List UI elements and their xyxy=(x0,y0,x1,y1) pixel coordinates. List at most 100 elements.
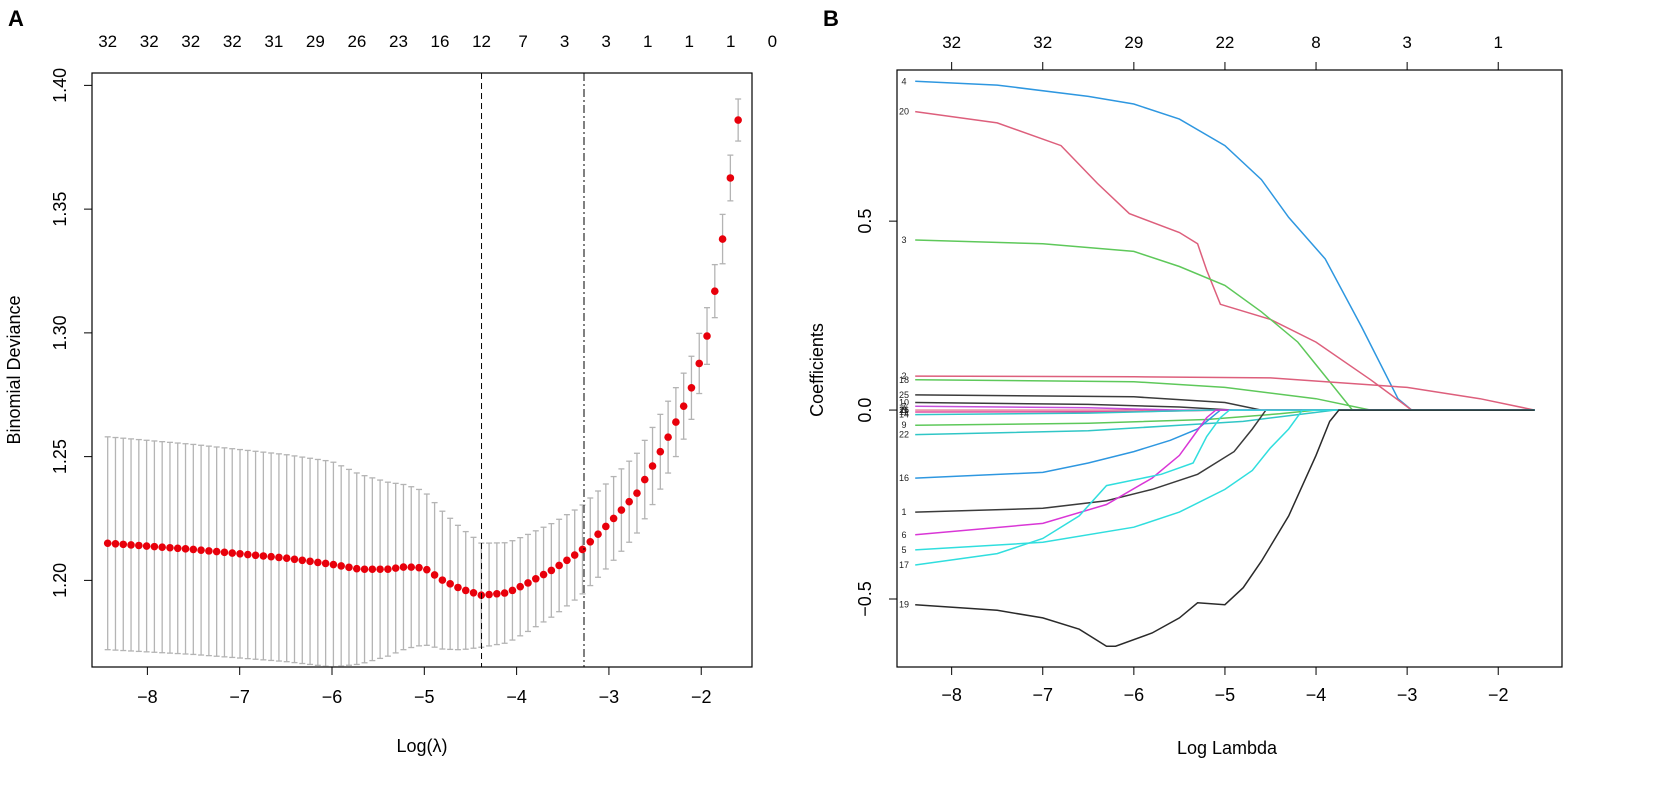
deviance-point xyxy=(150,542,159,551)
deviance-point xyxy=(267,552,275,561)
deviance-point xyxy=(602,522,610,531)
series-label: 22 xyxy=(899,430,909,440)
deviance-point xyxy=(531,574,540,583)
y-tick-label: 0.0 xyxy=(855,398,875,423)
y-tick-label: 1.25 xyxy=(50,439,70,474)
series-label: 6 xyxy=(901,530,906,540)
x-tick-label: −2 xyxy=(691,687,712,707)
series-line-10 xyxy=(915,401,1535,411)
top-axis-label: 12 xyxy=(472,32,491,51)
x-tick-label: −2 xyxy=(1488,685,1509,705)
deviance-point xyxy=(609,514,618,523)
panel-b-top-axis: 32 32 29 22 8 3 1 xyxy=(942,33,1503,70)
top-axis-label: 3 xyxy=(560,32,569,51)
deviance-point xyxy=(656,447,665,456)
deviance-point xyxy=(376,565,384,574)
deviance-point xyxy=(672,418,680,426)
deviance-point xyxy=(197,546,205,554)
x-tick-label: −4 xyxy=(1306,685,1327,705)
deviance-point xyxy=(687,383,696,392)
top-axis-label: 32 xyxy=(181,32,200,51)
deviance-point xyxy=(726,174,735,182)
top-axis-label: 3 xyxy=(1402,33,1411,52)
deviance-point xyxy=(555,561,563,570)
deviance-point xyxy=(220,548,229,557)
panel-a-letter: A xyxy=(8,6,24,31)
series-line-1 xyxy=(915,409,1535,513)
series-line-18 xyxy=(915,379,1535,411)
top-axis-label: 8 xyxy=(1311,33,1320,52)
x-tick-label: −3 xyxy=(599,687,620,707)
deviance-point xyxy=(243,550,252,559)
deviance-point xyxy=(718,235,727,243)
deviance-point xyxy=(368,565,377,574)
top-axis-label: 22 xyxy=(1215,33,1234,52)
deviance-point xyxy=(594,530,602,538)
y-tick-label: −0.5 xyxy=(855,581,875,617)
x-tick-label: −8 xyxy=(137,687,158,707)
series-label: 11 xyxy=(899,405,908,415)
series-label: 3 xyxy=(901,235,906,245)
deviance-point xyxy=(524,579,532,587)
y-tick-label: 1.30 xyxy=(50,315,70,350)
deviance-point xyxy=(711,287,719,295)
series-line-2 xyxy=(915,375,1535,411)
deviance-point xyxy=(173,544,182,553)
series-label: 5 xyxy=(901,545,906,555)
panel-a-vlines xyxy=(481,73,585,667)
series-line-17 xyxy=(915,409,1535,566)
deviance-point xyxy=(391,564,400,572)
top-axis-label: 26 xyxy=(347,32,366,51)
deviance-point xyxy=(679,402,688,410)
deviance-point xyxy=(399,563,408,571)
deviance-point xyxy=(648,462,657,470)
series-label: 18 xyxy=(899,375,909,385)
deviance-point xyxy=(586,537,595,546)
top-axis-label: 7 xyxy=(518,32,527,51)
deviance-point xyxy=(111,540,120,548)
top-axis-label: 29 xyxy=(306,32,325,51)
series-label: 14 xyxy=(899,410,909,420)
deviance-point xyxy=(493,589,501,598)
panel-a-deviance-plot: −8 −7 −6 −5 −4 −3 −2 1.201.251.301.351.40 32 32… xyxy=(4,32,777,756)
deviance-point xyxy=(352,564,361,573)
deviance-point xyxy=(446,580,454,588)
deviance-point xyxy=(500,589,509,597)
panel-a-top-axis: 32 32 32 32 31 29 26 23 16 12 7 3 3 1 1 1 0 xyxy=(98,32,777,51)
deviance-point xyxy=(664,433,672,441)
deviance-point xyxy=(189,545,198,554)
series-label: 20 xyxy=(899,107,909,117)
x-tick-label: −5 xyxy=(414,687,435,707)
series-line-19 xyxy=(915,409,1535,647)
deviance-point xyxy=(127,541,135,549)
y-tick-label: 1.35 xyxy=(50,192,70,227)
top-axis-label: 1 xyxy=(1493,33,1502,52)
deviance-point xyxy=(321,559,330,568)
series-line-4 xyxy=(915,80,1535,411)
deviance-point xyxy=(290,555,299,564)
x-tick-label: −6 xyxy=(1124,685,1145,705)
series-label: 1 xyxy=(901,507,906,517)
deviance-point xyxy=(461,586,470,595)
x-tick-label: −6 xyxy=(322,687,343,707)
deviance-point xyxy=(228,549,237,557)
x-tick-label: −7 xyxy=(1032,685,1053,705)
deviance-point xyxy=(166,543,174,552)
x-tick-label: −8 xyxy=(941,685,962,705)
series-label: 12 xyxy=(899,407,909,417)
deviance-point xyxy=(360,565,369,574)
deviance-point xyxy=(617,506,626,514)
series-label: 16 xyxy=(899,473,909,483)
panel-b-x-axis: −8 −7 −6 −5 −4 −3 −2 xyxy=(941,667,1508,705)
deviance-point xyxy=(695,359,704,368)
panel-a-y-axis-label: Binomial Deviance xyxy=(4,295,24,444)
panel-a-y-axis: 1.20 1.25 1.30 1.35 1.40 xyxy=(50,68,92,598)
top-axis-label: 32 xyxy=(140,32,159,51)
deviance-point xyxy=(563,556,571,565)
top-axis-label: 3 xyxy=(601,32,610,51)
top-axis-label: 1 xyxy=(726,32,735,51)
series-line-16 xyxy=(915,409,1535,479)
top-axis-label: 16 xyxy=(431,32,450,51)
